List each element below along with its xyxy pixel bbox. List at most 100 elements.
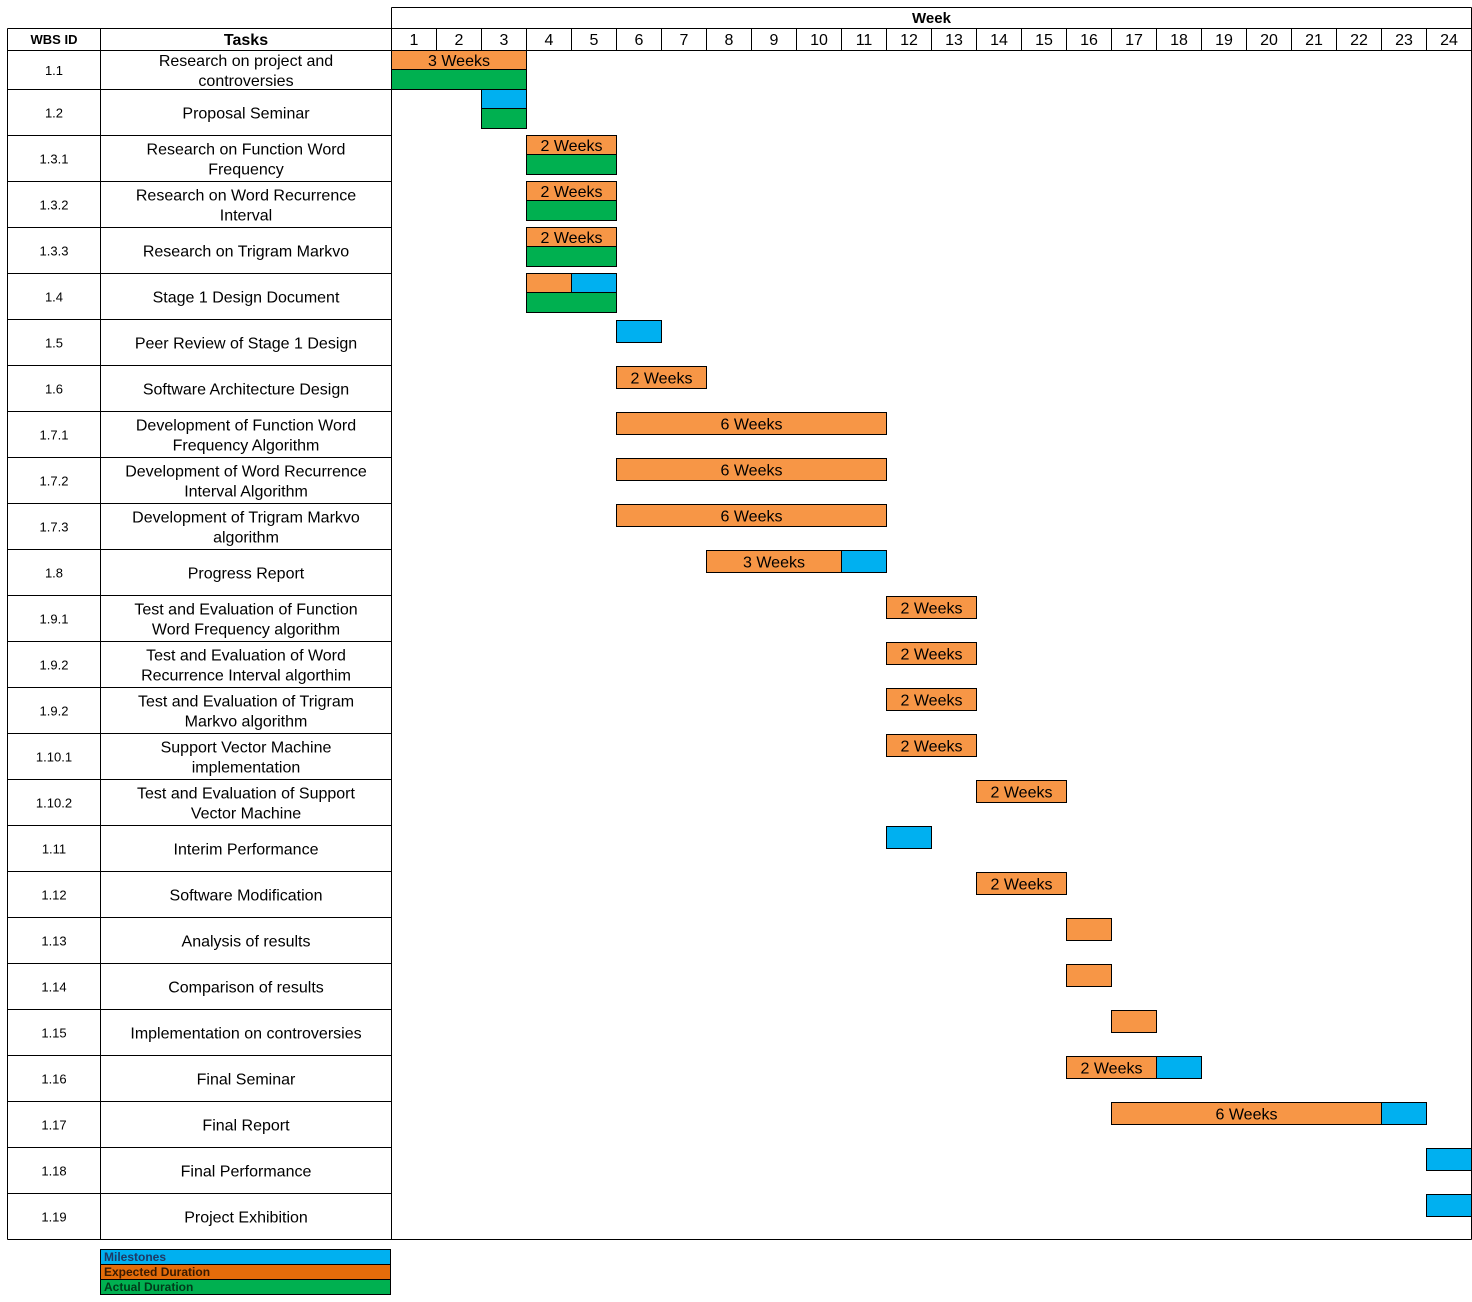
bar-duration-label: 2 Weeks	[991, 877, 1053, 894]
bar-duration-label: 2 Weeks	[1081, 1061, 1143, 1078]
milestone-bar	[616, 320, 662, 343]
wbs-id: 1.1	[45, 63, 63, 78]
wbs-id: 1.19	[41, 1210, 66, 1225]
milestone-bar	[841, 550, 887, 573]
week-tick-label: 12	[900, 32, 918, 49]
bar-duration-label: 2 Weeks	[541, 184, 603, 201]
milestone-bar	[481, 89, 527, 109]
wbs-id: 1.3.1	[40, 152, 69, 167]
expected-duration-bar	[976, 780, 1067, 803]
wbs-id: 1.9.1	[40, 612, 69, 627]
expected-duration-bar	[886, 734, 977, 757]
wbs-id: 1.9.2	[40, 704, 69, 719]
expected-duration-bar	[1111, 1010, 1157, 1033]
task-name: Software Modification	[170, 888, 323, 905]
task-name: Research on Word Recurrence Interval	[136, 188, 356, 225]
expected-duration-bar	[886, 642, 977, 665]
week-tick-label: 20	[1260, 32, 1278, 49]
week-header-label: Week	[912, 10, 952, 27]
tasks-header: Tasks	[224, 32, 268, 49]
task-name: Implementation on controversies	[130, 1026, 361, 1043]
actual-duration-bar	[481, 108, 527, 129]
week-tick-label: 24	[1440, 32, 1458, 49]
task-name: Development of Function Word Frequency Al…	[136, 418, 356, 455]
bar-duration-label: 2 Weeks	[901, 601, 963, 618]
wbs-id: 1.14	[41, 980, 66, 995]
expected-duration-bar	[886, 688, 977, 711]
task-name: Development of Trigram Markvo algorithm	[132, 510, 360, 547]
bar-duration-label: 2 Weeks	[541, 138, 603, 155]
milestone-bar	[1426, 1148, 1472, 1171]
actual-duration-bar	[526, 292, 617, 313]
milestone-bar	[1381, 1102, 1427, 1125]
expected-duration-bar	[976, 872, 1067, 895]
wbs-id: 1.7.3	[40, 520, 69, 535]
expected-duration-bar	[616, 458, 887, 481]
week-tick-label: 7	[680, 32, 689, 49]
week-tick-label: 21	[1305, 32, 1323, 49]
wbs-id: 1.15	[41, 1026, 66, 1041]
task-name: Research on Trigram Markvo	[143, 244, 349, 261]
wbs-id: 1.3.3	[40, 244, 69, 259]
wbs-id: 1.3.2	[40, 198, 69, 213]
week-tick-label: 5	[590, 32, 599, 49]
task-name: Final Performance	[181, 1164, 312, 1181]
bar-duration-label: 6 Weeks	[721, 417, 783, 434]
task-name: Test and Evaluation of Support Vector Mac…	[137, 786, 355, 823]
task-name: Interim Performance	[174, 842, 319, 859]
week-tick-label: 8	[725, 32, 734, 49]
expected-duration-bar	[616, 366, 707, 389]
task-name: Stage 1 Design Document	[153, 290, 340, 307]
actual-duration-bar	[526, 200, 617, 221]
task-name: Test and Evaluation of Trigram Markvo alg…	[138, 694, 354, 731]
week-tick-label: 1	[410, 32, 419, 49]
week-tick-label: 2	[455, 32, 464, 49]
task-name: Project Exhibition	[184, 1210, 308, 1227]
task-name: Software Architecture Design	[143, 382, 349, 399]
actual-duration-bar	[526, 246, 617, 267]
wbs-id: 1.7.2	[40, 474, 69, 489]
task-name: Test and Evaluation of Function Word Freq…	[134, 602, 357, 639]
week-tick-label: 4	[545, 32, 554, 49]
task-name: Support Vector Machine implementation	[161, 740, 332, 777]
week-tick-label: 19	[1215, 32, 1233, 49]
expected-duration-bar	[616, 504, 887, 527]
task-name: Development of Word Recurrence Interval A…	[125, 464, 367, 501]
week-tick-label: 13	[945, 32, 963, 49]
week-tick-label: 9	[770, 32, 779, 49]
expected-duration-bar	[1066, 964, 1112, 987]
task-name: Progress Report	[188, 566, 305, 583]
week-tick-label: 22	[1350, 32, 1368, 49]
bar-duration-label: 2 Weeks	[901, 693, 963, 710]
legend-expected-duration: Expected Duration	[100, 1264, 391, 1280]
wbs-id: 1.2	[45, 106, 63, 121]
week-tick-label: 6	[635, 32, 644, 49]
wbs-id: 1.17	[41, 1118, 66, 1133]
wbs-id-header: WBS ID	[31, 32, 78, 47]
task-name: Comparison of results	[168, 980, 324, 997]
bar-duration-label: 3 Weeks	[428, 53, 490, 70]
expected-duration-bar	[886, 596, 977, 619]
bar-duration-label: 6 Weeks	[721, 463, 783, 480]
task-name: Test and Evaluation of Word Recurrence In…	[141, 648, 351, 685]
week-tick-label: 10	[810, 32, 828, 49]
task-name: Proposal Seminar	[182, 106, 310, 123]
wbs-id: 1.16	[41, 1072, 66, 1087]
bar-duration-label: 2 Weeks	[541, 230, 603, 247]
wbs-id: 1.6	[45, 382, 63, 397]
milestone-bar	[1426, 1194, 1472, 1217]
milestone-bar	[886, 826, 932, 849]
task-name: Analysis of results	[182, 934, 311, 951]
week-tick-label: 14	[990, 32, 1008, 49]
week-tick-label: 16	[1080, 32, 1098, 49]
milestone-bar	[1156, 1056, 1202, 1079]
legend: Milestones Expected Duration Actual Dura…	[100, 1249, 391, 1295]
week-tick-label: 3	[500, 32, 509, 49]
wbs-id: 1.4	[45, 290, 63, 305]
task-name: Final Report	[202, 1118, 290, 1135]
milestone-bar	[571, 273, 617, 293]
legend-milestones: Milestones	[100, 1249, 391, 1265]
week-tick-label: 15	[1035, 32, 1053, 49]
bar-duration-label: 2 Weeks	[901, 647, 963, 664]
legend-actual-duration: Actual Duration	[100, 1279, 391, 1295]
